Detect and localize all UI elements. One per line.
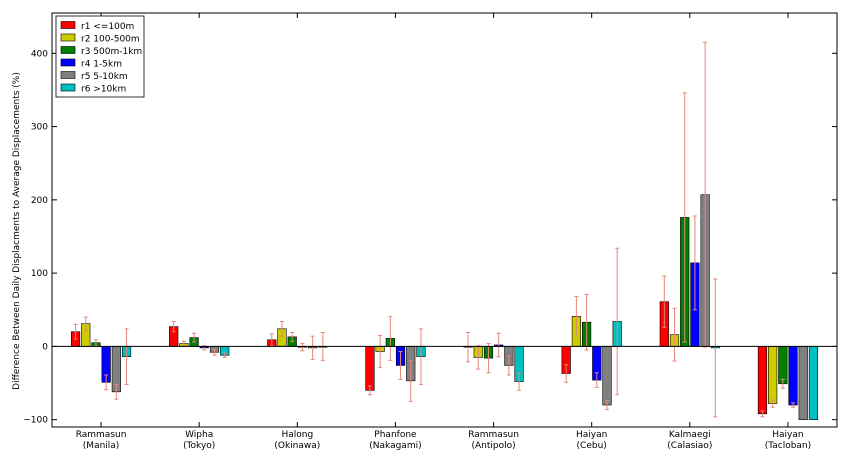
error-bar — [486, 342, 491, 374]
legend-swatch — [60, 71, 76, 79]
error-bar — [466, 331, 471, 363]
legend-label: r1 <=100m — [81, 22, 134, 32]
bar — [602, 346, 612, 406]
bar — [798, 346, 808, 420]
error-bar — [672, 307, 677, 362]
legend-item: r2 100-500m — [60, 33, 140, 45]
bar — [365, 346, 375, 391]
error-bar — [124, 328, 129, 386]
x-tick-label: Haiyan (Cebu) — [576, 430, 607, 451]
y-axis: −100 0 100 200 300 400 — [23, 49, 837, 426]
legend-label: r3 500m-1km — [81, 47, 142, 57]
error-bar — [93, 339, 98, 347]
error-bar — [280, 320, 285, 337]
error-bar — [682, 92, 687, 343]
error-bar — [310, 335, 315, 361]
error-bar — [378, 334, 383, 369]
error-bar — [584, 293, 589, 351]
x-tick-label: Halong (Okinawa) — [274, 430, 320, 451]
error-bar — [367, 385, 372, 396]
error-bar — [662, 275, 667, 328]
legend-label: r2 100-500m — [81, 35, 140, 45]
error-bar — [290, 331, 295, 342]
error-bar — [222, 352, 227, 358]
error-bar — [615, 247, 620, 396]
y-tick-label: 200 — [31, 196, 48, 206]
error-bar — [517, 372, 522, 391]
error-bar — [791, 402, 796, 408]
x-tick-label: Rammasun (Manila) — [76, 430, 127, 451]
y-axis-label: Difference Between Daily Displacments to… — [12, 72, 22, 390]
error-bar — [418, 328, 423, 386]
x-tick-label: Phanfone (Nakagami) — [369, 430, 421, 451]
error-bar — [300, 342, 305, 352]
y-tick-label: 100 — [31, 269, 48, 279]
legend-item: r4 1-5km — [60, 58, 122, 70]
error-bar — [496, 332, 501, 358]
legend-item: r6 >10km — [60, 83, 126, 95]
bar — [768, 346, 778, 404]
error-bar — [181, 340, 186, 347]
x-tick-label: Haiyan (Tacloban) — [765, 430, 811, 451]
legend-swatch — [60, 46, 76, 54]
legend-label: r4 1-5km — [81, 60, 122, 70]
legend-item: r3 500m-1km — [60, 46, 142, 57]
error-bar — [574, 296, 579, 337]
x-tick-label: Kalmaegi (Calasiao) — [667, 430, 712, 451]
error-bar — [770, 399, 775, 408]
legend-box — [55, 15, 145, 98]
y-tick-label: 0 — [42, 342, 48, 352]
error-bar — [408, 359, 413, 402]
error-bar — [564, 364, 569, 383]
legend: r1 <=100m r2 100-500m r3 500m-1km r4 1-5km r… — [55, 15, 145, 98]
legend-swatch — [60, 33, 76, 42]
error-bar — [171, 320, 176, 333]
error-bar — [476, 345, 481, 370]
bars-layer — [70, 194, 819, 420]
error-bar — [114, 384, 119, 400]
legend-swatch — [60, 83, 76, 92]
legend-label: r6 >10km — [81, 85, 126, 95]
x-tick-label: Wipha (Tokyo) — [183, 430, 215, 451]
error-bar — [780, 378, 785, 389]
legend-label: r5 5-10km — [81, 72, 128, 82]
error-bar — [713, 278, 718, 418]
error-bar — [703, 41, 708, 348]
error-bar — [104, 374, 109, 391]
bar — [788, 346, 798, 406]
error-bar — [604, 400, 609, 410]
legend-item: r5 5-10km — [60, 71, 128, 82]
error-bar — [212, 348, 217, 356]
y-tick-label: −100 — [23, 416, 48, 426]
error-bar — [760, 410, 765, 418]
error-bar — [73, 323, 78, 340]
error-bar — [692, 215, 697, 311]
error-bar — [398, 351, 403, 380]
legend-item: r1 <=100m — [60, 21, 134, 32]
legend-swatch — [60, 21, 76, 29]
error-bars-layer — [73, 41, 796, 418]
error-bar — [388, 315, 393, 361]
error-bar — [83, 316, 88, 331]
error-bar — [594, 372, 599, 388]
error-bar — [269, 333, 274, 347]
error-bar — [192, 332, 197, 343]
bar — [778, 346, 788, 385]
y-tick-label: 400 — [31, 49, 48, 59]
error-bar — [506, 355, 511, 376]
x-axis: Rammasun (Manila) Wipha (Tokyo) Halong (Okina… — [76, 13, 811, 451]
plot-frame — [51, 12, 838, 428]
bar — [757, 346, 768, 415]
bar — [808, 346, 819, 420]
legend-swatch — [60, 58, 76, 67]
x-tick-label: Rammasun (Antipolo) — [468, 430, 519, 451]
y-tick-label: 300 — [31, 123, 48, 133]
